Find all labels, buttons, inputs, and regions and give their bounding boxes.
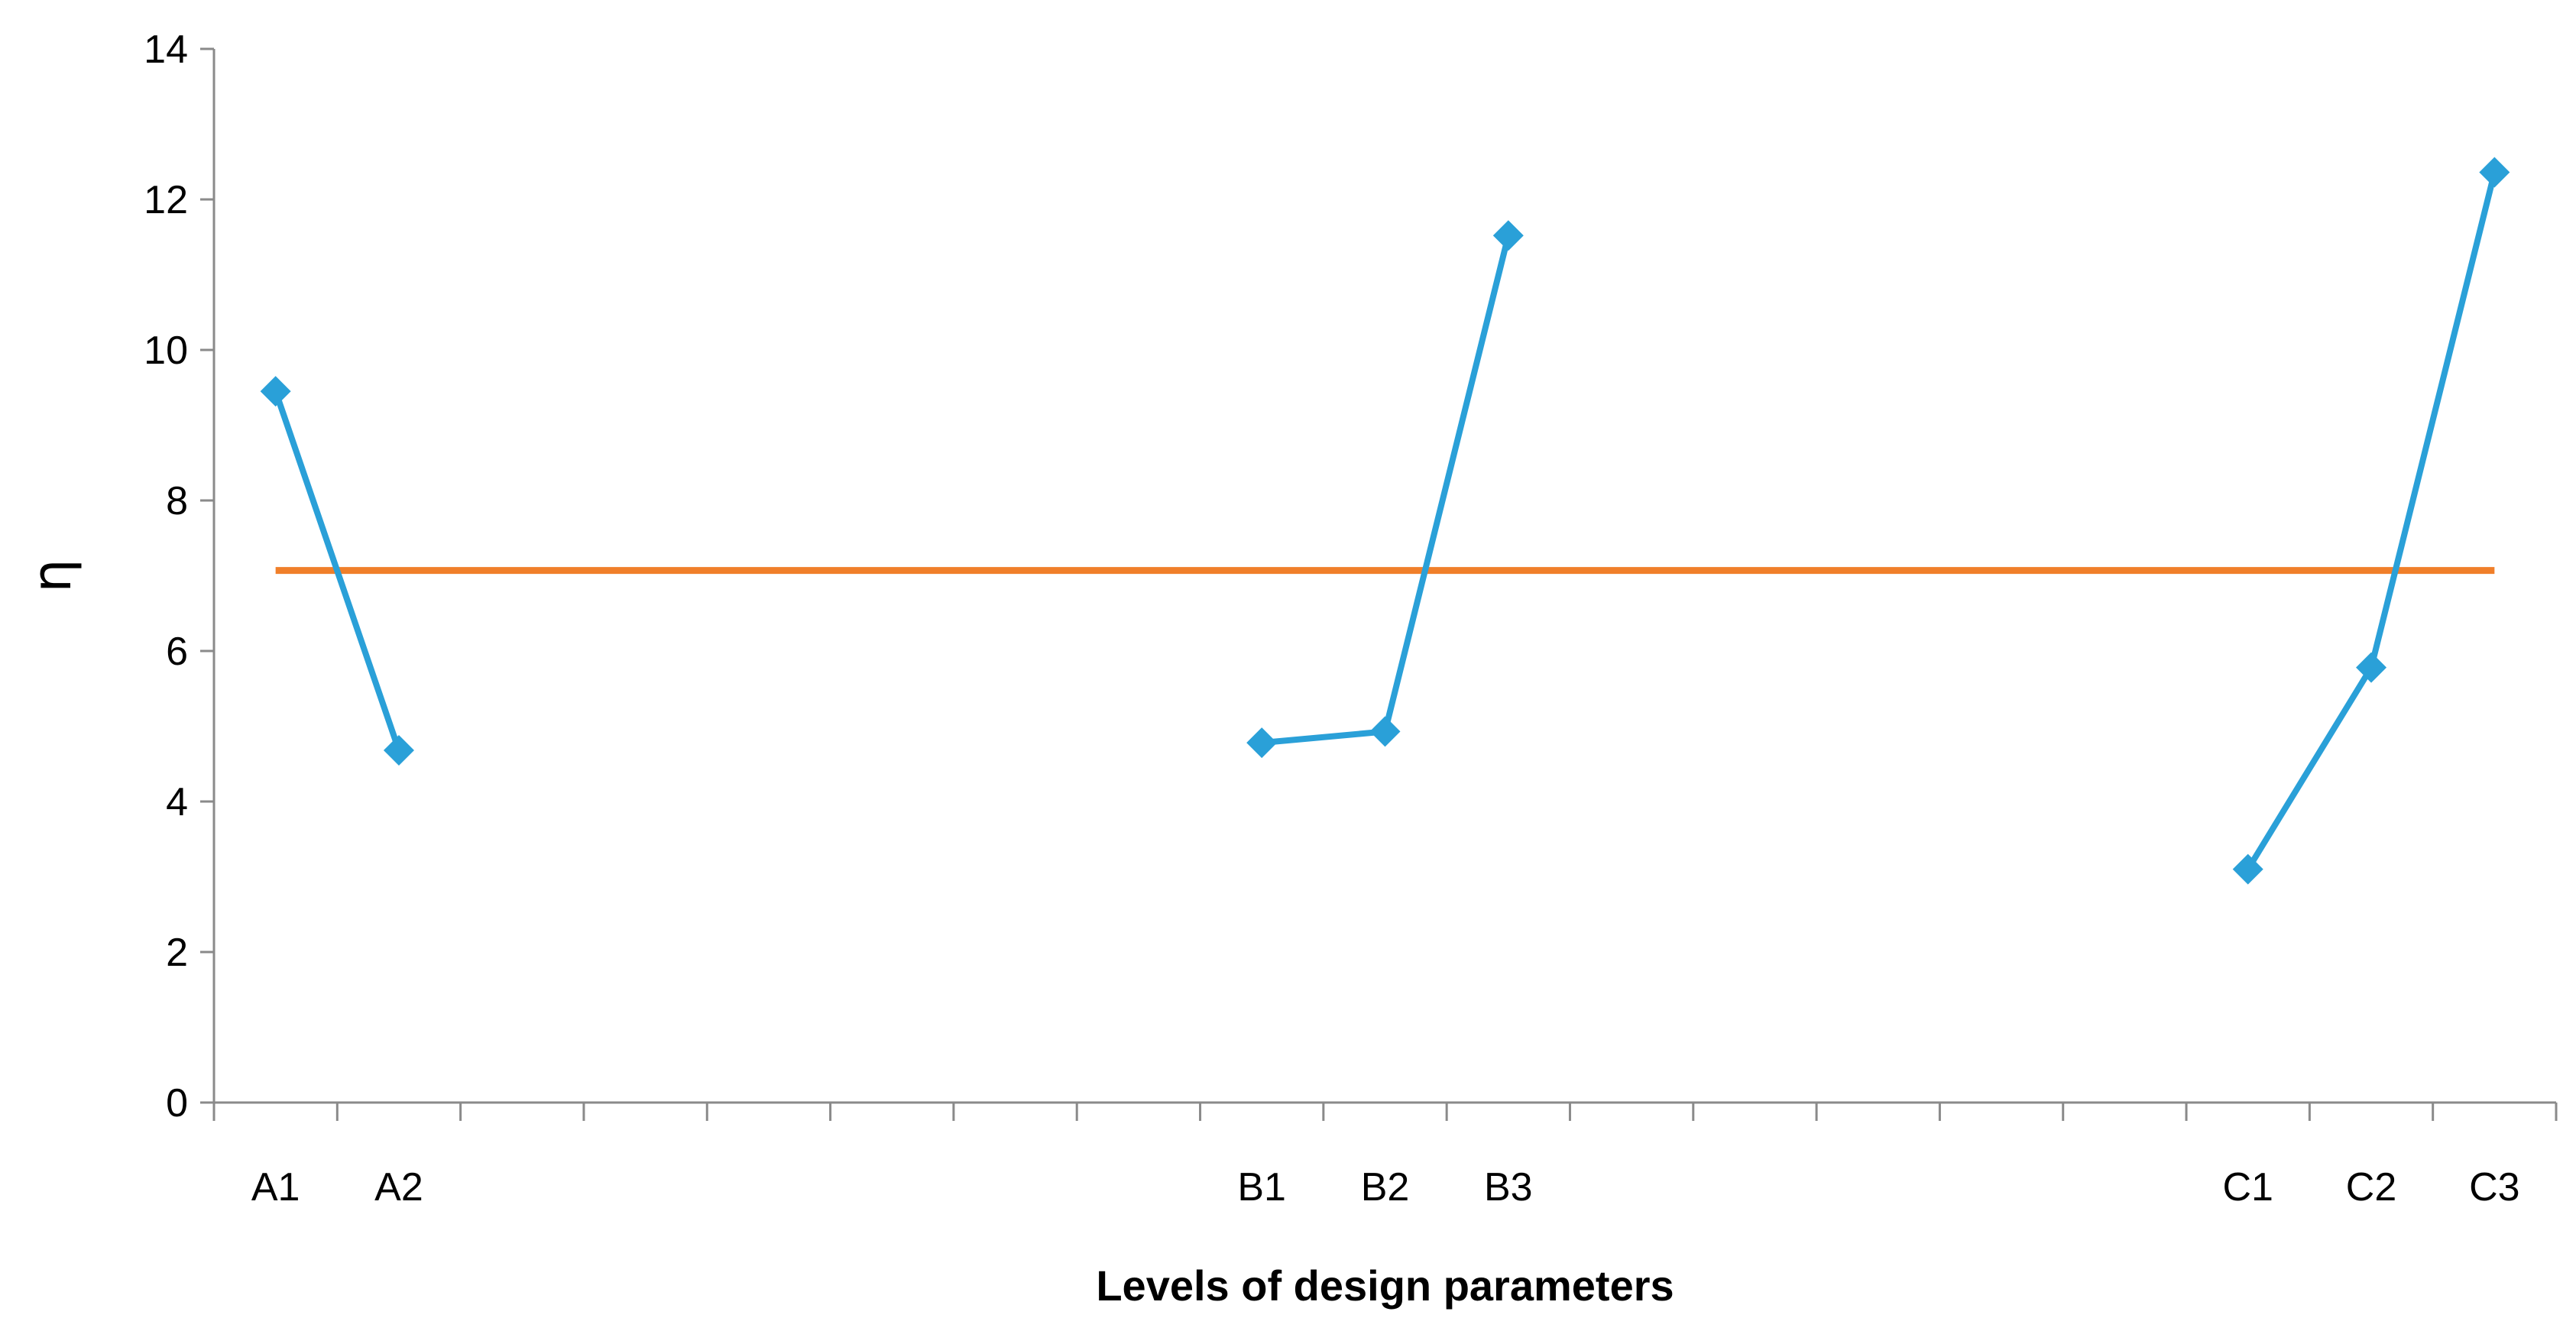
y-tick-label: 14 [144, 28, 188, 72]
y-tick-label: 0 [166, 1081, 188, 1125]
y-tick-label: 8 [166, 479, 188, 523]
x-tick-label-a1: A1 [251, 1165, 300, 1210]
x-axis-ticks: A1 A2 B1 B2 B3 C1 C2 C3 [212, 1103, 2558, 1210]
axes [212, 49, 2556, 1104]
series-layer [260, 157, 2510, 885]
series-line-segment [1261, 235, 1512, 746]
series-line-segment [2245, 171, 2498, 871]
x-tick-label-c1: C1 [2222, 1165, 2273, 1210]
series-line-segment [272, 390, 402, 752]
data-point-b2 [1369, 716, 1401, 747]
x-tick-label-c2: C2 [2346, 1165, 2396, 1210]
y-tick-label: 12 [144, 178, 188, 222]
data-point-a2 [383, 735, 414, 766]
x-tick-label-c3: C3 [2469, 1165, 2519, 1210]
x-tick-label-b2: B2 [1361, 1165, 1410, 1210]
x-axis-title: Levels of design parameters [1096, 1261, 1674, 1310]
x-tick-label-a2: A2 [374, 1165, 423, 1210]
data-point-a1 [260, 376, 291, 407]
y-tick-label: 4 [166, 780, 188, 824]
data-point-b3 [1492, 220, 1524, 251]
y-tick-label: 10 [144, 329, 188, 373]
data-point-c1 [2232, 853, 2263, 885]
data-point-b1 [1246, 727, 1278, 759]
y-axis-ticks: 0 2 4 6 8 10 12 14 [144, 28, 214, 1125]
x-tick-label-b1: B1 [1237, 1165, 1286, 1210]
y-axis-title: η [21, 559, 83, 592]
data-point-c3 [2479, 157, 2510, 188]
y-tick-label: 2 [166, 931, 188, 975]
data-point-c2 [2356, 652, 2387, 683]
y-tick-label: 6 [166, 630, 188, 674]
x-tick-label-b3: B3 [1484, 1165, 1533, 1210]
